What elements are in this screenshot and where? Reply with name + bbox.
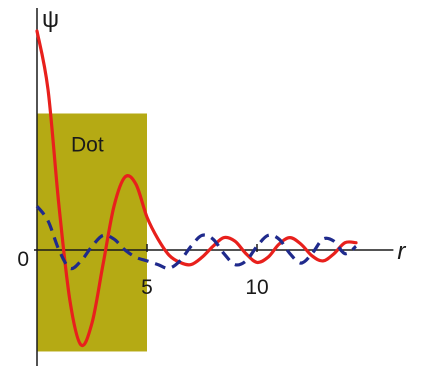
series-layer <box>35 29 358 348</box>
solid-series-line <box>35 29 358 348</box>
dashed-series-line <box>35 205 358 271</box>
ticks: 5 10 0 <box>17 244 269 299</box>
axes <box>34 8 394 366</box>
x-tick-label-5: 5 <box>141 276 153 299</box>
x-axis-label: r <box>397 238 406 265</box>
dot-region-label: Dot <box>71 133 104 156</box>
y-axis-label: ψ <box>42 6 59 33</box>
y-tick-label-0: 0 <box>17 248 29 271</box>
x-tick-label-10: 10 <box>245 276 268 299</box>
